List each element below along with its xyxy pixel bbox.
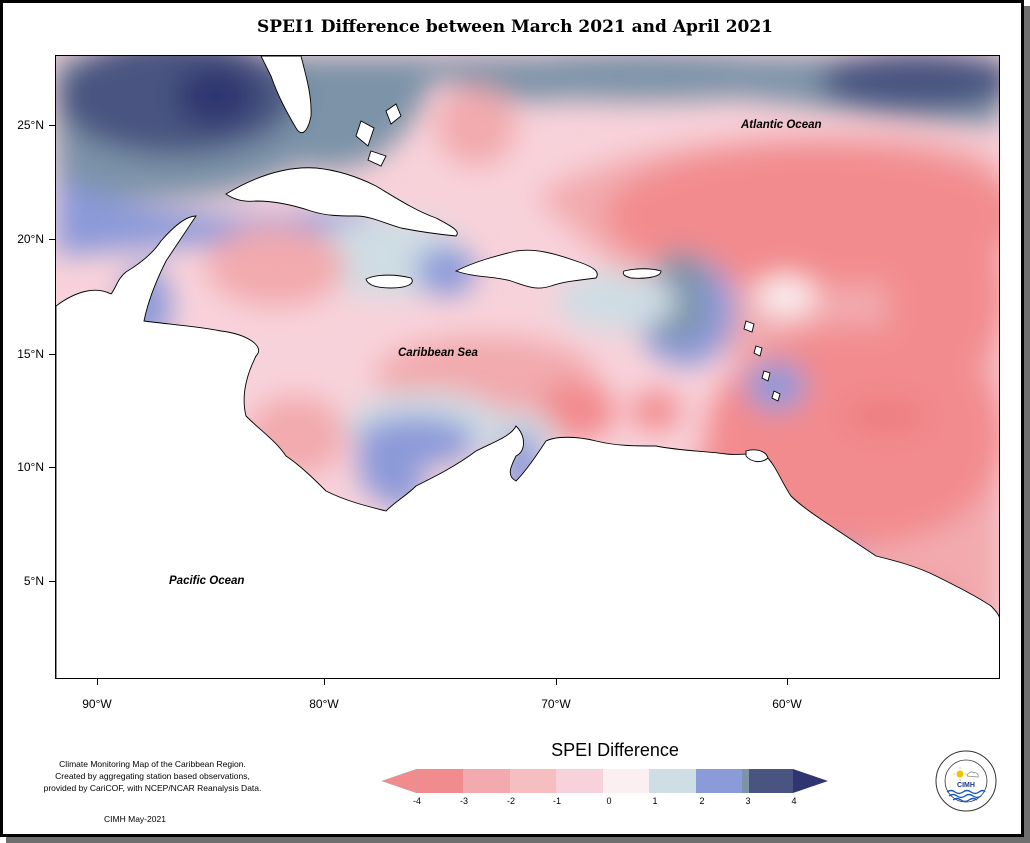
legend-tick: 1	[652, 796, 658, 806]
legend-tick: -2	[506, 796, 515, 806]
trinidad	[745, 449, 769, 463]
jamaica	[365, 274, 413, 289]
lat-label-25n: 25°N	[17, 118, 44, 132]
lat-tick	[49, 581, 55, 582]
lesser-antilles	[743, 320, 781, 402]
lon-label-90w: 90°W	[82, 697, 112, 711]
label-pacific-ocean: Pacific Ocean	[169, 575, 245, 587]
lat-tick	[49, 354, 55, 355]
lat-tick	[49, 125, 55, 126]
label-caribbean-sea: Caribbean Sea	[398, 347, 478, 359]
lon-tick	[97, 679, 98, 685]
lat-tick	[49, 467, 55, 468]
legend-swatch	[649, 769, 696, 793]
legend-arrow-high	[793, 769, 828, 793]
cuba	[225, 167, 458, 237]
south-central-america	[56, 215, 999, 678]
legend-tick: 2	[699, 796, 705, 806]
logo-text: CIMH	[957, 782, 975, 789]
frame-shadow-bottom	[6, 837, 1030, 843]
legend-swatch	[696, 769, 742, 793]
map-title: SPEI1 Difference between March 2021 and …	[256, 17, 774, 37]
lat-label-15n: 15°N	[17, 347, 44, 361]
legend-title: SPEI Difference	[551, 740, 679, 760]
legend-arrow-low	[381, 768, 418, 794]
legend-swatch	[603, 769, 649, 793]
lat-label-5n: 5°N	[23, 574, 44, 588]
florida	[260, 56, 312, 134]
caption-line: Created by aggregating station based obs…	[55, 771, 250, 781]
legend-tick: 3	[745, 796, 751, 806]
lon-tick	[787, 679, 788, 685]
cimh-logo-icon: CIMH	[935, 750, 997, 812]
map-caption: Climate Monitoring Map of the Caribbean …	[20, 758, 285, 794]
puerto-rico	[622, 268, 662, 279]
legend-swatch	[463, 769, 510, 793]
map-canvas	[56, 56, 999, 678]
frame-shadow-right	[1024, 6, 1030, 843]
credit-text: CIMH May-2021	[104, 814, 166, 824]
lat-label-10n: 10°N	[17, 460, 44, 474]
legend-tick: -4	[412, 796, 421, 806]
lon-tick	[324, 679, 325, 685]
legend-swatch	[556, 769, 603, 793]
bahamas	[355, 103, 402, 167]
lon-label-60w: 60°W	[772, 697, 802, 711]
label-atlantic-ocean: Atlantic Ocean	[741, 119, 822, 131]
lat-label-20n: 20°N	[17, 232, 44, 246]
hispaniola	[454, 249, 598, 289]
lon-tick	[556, 679, 557, 685]
caption-line: provided by CariCOF, with NCEP/NCAR Rean…	[43, 783, 262, 793]
legend-colorbar	[381, 768, 828, 794]
legend-tick: -3	[459, 796, 468, 806]
lon-label-80w: 80°W	[309, 697, 339, 711]
lon-label-70w: 70°W	[541, 697, 571, 711]
legend-tick: 4	[791, 796, 797, 806]
legend-swatch	[749, 769, 793, 793]
land-masses	[56, 56, 999, 678]
legend-tick: 0	[606, 796, 612, 806]
caption-line: Climate Monitoring Map of the Caribbean …	[59, 759, 246, 769]
lat-tick	[49, 239, 55, 240]
legend-swatch	[417, 769, 463, 793]
map-panel: Atlantic Ocean Caribbean Sea Pacific Oce…	[55, 55, 1000, 679]
legend-swatch	[510, 769, 556, 793]
legend-tick: -1	[552, 796, 561, 806]
